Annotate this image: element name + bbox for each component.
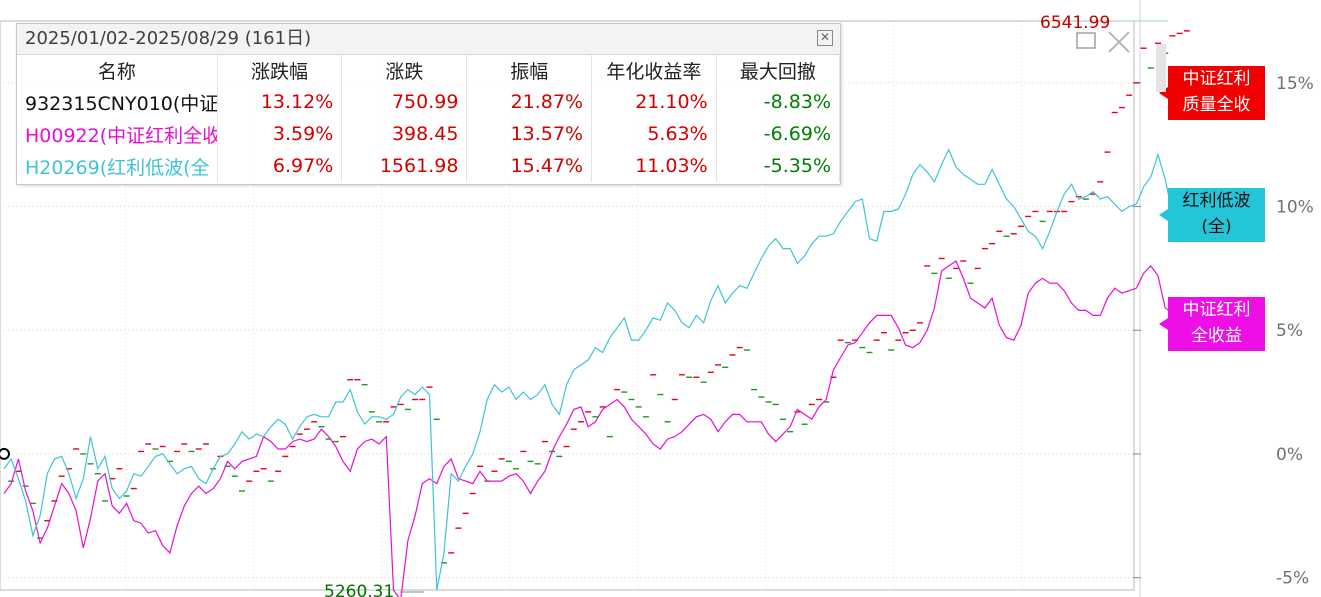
stats-cell-max-drawdown: -6.69%	[716, 118, 841, 150]
stats-cell-change-pct: 13.12%	[217, 86, 343, 118]
stats-cell-change-pct: 6.97%	[217, 150, 343, 182]
stats-cell-annualized: 11.03%	[591, 150, 717, 182]
series-tag: 中证红利 质量全收	[1168, 66, 1265, 120]
stats-cell-amplitude: 15.47%	[466, 150, 593, 182]
y-tick-label: 0%	[1276, 445, 1303, 465]
stats-cell-annualized: 5.63%	[591, 118, 717, 150]
stats-cell-name: H00922(中证红利全收	[17, 118, 218, 150]
stats-row[interactable]: 932315CNY010(中证 13.12% 750.99 21.87% 21.10% -…	[17, 86, 841, 118]
stats-cell-change: 398.45	[341, 118, 468, 150]
tag-scrollbar[interactable]	[1156, 44, 1166, 92]
stats-panel-header: 2025/01/02-2025/08/29 (161日) ✕	[17, 24, 840, 55]
series-tag: 中证红利 全收益	[1168, 297, 1265, 351]
stats-column-header[interactable]: 振幅	[466, 55, 593, 86]
stats-column-header[interactable]: 名称	[17, 55, 218, 86]
y-tick-label: 15%	[1276, 74, 1314, 94]
stats-cell-change: 750.99	[341, 86, 468, 118]
stats-cell-change-pct: 3.59%	[217, 118, 343, 150]
stats-cell-change: 1561.98	[341, 150, 468, 182]
maximize-icon[interactable]	[1076, 30, 1096, 49]
series-line	[3, 260, 1188, 597]
series-tag-pointer	[1159, 318, 1168, 330]
stats-cell-max-drawdown: -5.35%	[716, 150, 841, 182]
stats-column-header[interactable]: 年化收益率	[591, 55, 717, 86]
stats-cell-annualized: 21.10%	[591, 86, 717, 118]
series-line	[3, 148, 1202, 591]
stats-panel: 2025/01/02-2025/08/29 (161日) ✕ 名称 涨跌幅 涨跌 振幅…	[16, 23, 841, 185]
series-tag-pointer	[1159, 209, 1168, 221]
stats-cell-amplitude: 21.87%	[466, 86, 593, 118]
stats-panel-title: 2025/01/02-2025/08/29 (161日)	[25, 28, 312, 49]
stats-cell-name: 932315CNY010(中证	[17, 86, 218, 118]
close-icon[interactable]: ✕	[817, 30, 833, 46]
stats-body: 932315CNY010(中证 13.12% 750.99 21.87% 21.10% -…	[17, 86, 841, 182]
close-window-icon[interactable]	[1107, 30, 1130, 53]
series-tag-pointer	[1159, 87, 1168, 99]
y-tick-label: -5%	[1276, 569, 1309, 589]
start-marker	[0, 447, 10, 460]
stats-cell-amplitude: 13.57%	[466, 118, 593, 150]
min-value-label: 5260.31	[324, 582, 394, 597]
y-tick-label: 5%	[1276, 321, 1303, 341]
plot-frame	[0, 20, 1135, 591]
stats-cell-max-drawdown: -8.83%	[716, 86, 841, 118]
stats-table: 名称 涨跌幅 涨跌 振幅 年化收益率 最大回撤 932315CNY010(中证 13.12%…	[17, 55, 841, 182]
stats-column-header[interactable]: 最大回撤	[716, 55, 841, 86]
series-tag: 红利低波 (全)	[1168, 188, 1265, 242]
stats-header-row: 名称 涨跌幅 涨跌 振幅 年化收益率 最大回撤	[17, 55, 841, 86]
y-tick-label: 10%	[1276, 198, 1314, 218]
stats-row[interactable]: H20269(红利低波(全 6.97% 1561.98 15.47% 11.03% -5.…	[17, 150, 841, 182]
stats-cell-name: H20269(红利低波(全	[17, 150, 218, 182]
stats-column-header[interactable]: 涨跌	[341, 55, 468, 86]
stats-row[interactable]: H00922(中证红利全收 3.59% 398.45 13.57% 5.63% -6.69…	[17, 118, 841, 150]
max-value-label: 6541.99	[1040, 13, 1110, 33]
stats-column-header[interactable]: 涨跌幅	[217, 55, 343, 86]
